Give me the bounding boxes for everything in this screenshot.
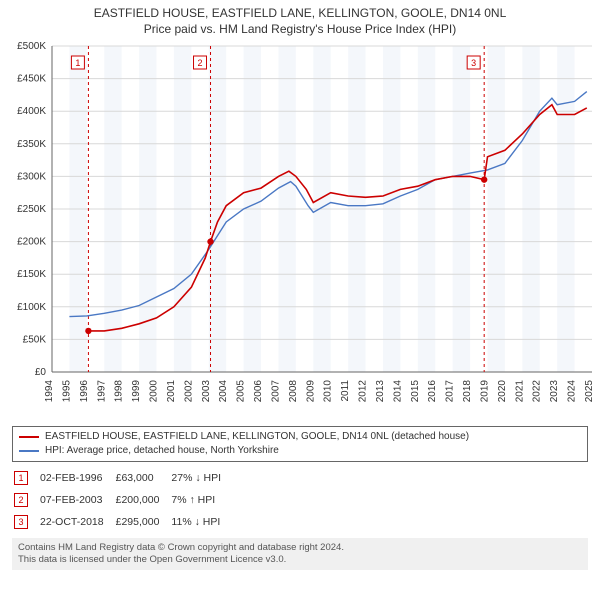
svg-text:2024: 2024 (567, 380, 578, 403)
chart-title-line2: Price paid vs. HM Land Registry's House … (0, 22, 600, 36)
event-row: 3 22-OCT-2018£295,00011% ↓ HPI (14, 512, 231, 532)
svg-text:1998: 1998 (114, 380, 125, 403)
event-delta: 7% ↑ HPI (171, 490, 231, 510)
svg-text:1996: 1996 (79, 380, 90, 403)
svg-text:2015: 2015 (410, 380, 421, 403)
event-marker-3: 3 (14, 515, 28, 529)
attribution-line: This data is licensed under the Open Gov… (18, 554, 582, 566)
svg-text:£0: £0 (35, 367, 47, 378)
chart-svg: £0 £50K £100K £150K £200K £250K £300K £350K £400… (0, 40, 600, 420)
svg-text:2021: 2021 (514, 380, 525, 403)
svg-text:2013: 2013 (375, 380, 386, 403)
svg-text:2020: 2020 (497, 380, 508, 403)
event-marker-1: 1 (14, 471, 28, 485)
svg-text:£500K: £500K (17, 41, 46, 52)
price-chart: £0 £50K £100K £150K £200K £250K £300K £350K £400… (0, 40, 600, 420)
svg-text:1: 1 (75, 58, 80, 68)
legend-swatch-property (19, 436, 39, 438)
legend: EASTFIELD HOUSE, EASTFIELD LANE, KELLING… (12, 426, 588, 462)
legend-swatch-hpi (19, 450, 39, 452)
svg-text:1997: 1997 (96, 380, 107, 403)
svg-text:£200K: £200K (17, 237, 46, 248)
svg-text:2018: 2018 (462, 380, 473, 403)
svg-text:£300K: £300K (17, 171, 46, 182)
svg-text:£50K: £50K (23, 334, 47, 345)
legend-item-hpi: HPI: Average price, detached house, Nort… (19, 444, 581, 458)
event-row: 1 02-FEB-1996£63,00027% ↓ HPI (14, 468, 231, 488)
svg-text:2011: 2011 (340, 380, 351, 402)
svg-text:2: 2 (198, 58, 203, 68)
svg-text:£100K: £100K (17, 302, 46, 313)
legend-label: HPI: Average price, detached house, Nort… (45, 444, 279, 458)
legend-item-property: EASTFIELD HOUSE, EASTFIELD LANE, KELLING… (19, 430, 581, 444)
event-delta: 11% ↓ HPI (171, 512, 231, 532)
svg-text:2001: 2001 (166, 380, 177, 403)
svg-text:2016: 2016 (427, 380, 438, 403)
svg-text:2012: 2012 (358, 380, 369, 403)
event-price: £295,000 (116, 512, 170, 532)
svg-text:2002: 2002 (183, 380, 194, 403)
svg-text:2007: 2007 (270, 380, 281, 403)
legend-label: EASTFIELD HOUSE, EASTFIELD LANE, KELLING… (45, 430, 469, 444)
svg-text:1994: 1994 (44, 380, 55, 403)
svg-text:2008: 2008 (288, 380, 299, 403)
event-delta: 27% ↓ HPI (171, 468, 231, 488)
svg-text:2003: 2003 (201, 380, 212, 403)
svg-text:2023: 2023 (549, 380, 560, 403)
svg-text:2014: 2014 (392, 380, 403, 403)
svg-text:£450K: £450K (17, 74, 46, 85)
events-table: 1 02-FEB-1996£63,00027% ↓ HPI 2 07-FEB-2003… (12, 466, 233, 534)
svg-text:2025: 2025 (584, 380, 595, 403)
attribution: Contains HM Land Registry data © Crown c… (12, 538, 588, 570)
svg-text:3: 3 (471, 58, 476, 68)
event-row: 2 07-FEB-2003£200,0007% ↑ HPI (14, 490, 231, 510)
event-date: 02-FEB-1996 (40, 468, 114, 488)
svg-text:2009: 2009 (305, 380, 316, 403)
chart-title-line1: EASTFIELD HOUSE, EASTFIELD LANE, KELLING… (0, 6, 600, 20)
svg-text:£150K: £150K (17, 269, 46, 280)
svg-text:2004: 2004 (218, 380, 229, 403)
svg-text:£250K: £250K (17, 204, 46, 215)
event-date: 07-FEB-2003 (40, 490, 114, 510)
event-price: £200,000 (116, 490, 170, 510)
svg-text:2010: 2010 (323, 380, 334, 403)
svg-text:2022: 2022 (532, 380, 543, 403)
svg-text:1999: 1999 (131, 380, 142, 403)
svg-text:2019: 2019 (479, 380, 490, 403)
svg-text:£400K: £400K (17, 106, 46, 117)
event-marker-2: 2 (14, 493, 28, 507)
event-price: £63,000 (116, 468, 170, 488)
svg-text:2006: 2006 (253, 380, 264, 403)
svg-text:2017: 2017 (445, 380, 456, 403)
svg-text:2005: 2005 (236, 380, 247, 403)
svg-text:£350K: £350K (17, 139, 46, 150)
svg-text:1995: 1995 (61, 380, 72, 403)
attribution-line: Contains HM Land Registry data © Crown c… (18, 542, 582, 554)
svg-text:2000: 2000 (149, 380, 160, 403)
event-date: 22-OCT-2018 (40, 512, 114, 532)
